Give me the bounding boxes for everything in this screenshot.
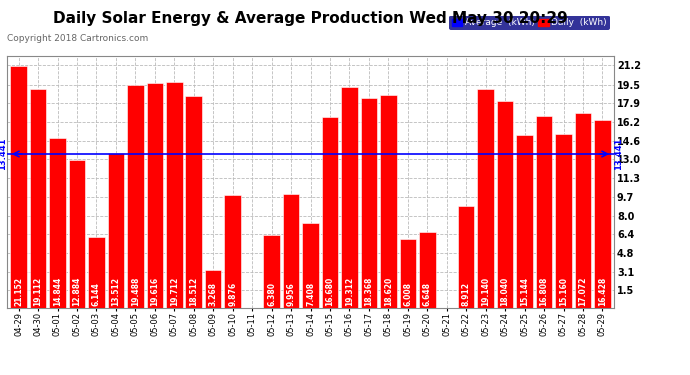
Text: 16.428: 16.428 bbox=[598, 276, 607, 306]
Bar bbox=[400, 239, 416, 308]
Bar bbox=[205, 270, 221, 308]
Text: 6.380: 6.380 bbox=[267, 282, 276, 306]
Text: 13.441: 13.441 bbox=[0, 138, 7, 170]
Text: 19.140: 19.140 bbox=[481, 277, 490, 306]
Bar bbox=[127, 85, 144, 308]
Text: Copyright 2018 Cartronics.com: Copyright 2018 Cartronics.com bbox=[7, 34, 148, 43]
Bar bbox=[283, 194, 299, 308]
Legend: Average  (kWh), Daily  (kWh): Average (kWh), Daily (kWh) bbox=[449, 15, 609, 30]
Text: 12.884: 12.884 bbox=[72, 276, 81, 306]
Text: 19.488: 19.488 bbox=[131, 276, 140, 306]
Bar bbox=[302, 223, 319, 308]
Bar bbox=[322, 117, 338, 308]
Bar bbox=[535, 116, 552, 308]
Text: 7.408: 7.408 bbox=[306, 282, 315, 306]
Bar bbox=[224, 195, 241, 308]
Text: 14.844: 14.844 bbox=[53, 276, 62, 306]
Bar bbox=[166, 82, 183, 308]
Bar bbox=[594, 120, 611, 308]
Bar bbox=[380, 95, 397, 308]
Bar bbox=[186, 96, 202, 308]
Text: 18.040: 18.040 bbox=[501, 276, 510, 306]
Text: 9.956: 9.956 bbox=[286, 282, 295, 306]
Bar bbox=[146, 84, 163, 308]
Text: 15.160: 15.160 bbox=[559, 277, 568, 306]
Bar bbox=[264, 235, 280, 308]
Text: 9.876: 9.876 bbox=[228, 282, 237, 306]
Text: 19.312: 19.312 bbox=[345, 277, 354, 306]
Bar bbox=[30, 89, 46, 308]
Text: 15.144: 15.144 bbox=[520, 277, 529, 306]
Text: 19.712: 19.712 bbox=[170, 276, 179, 306]
Text: 3.268: 3.268 bbox=[208, 282, 217, 306]
Text: 13.512: 13.512 bbox=[111, 277, 120, 306]
Text: 21.152: 21.152 bbox=[14, 277, 23, 306]
Bar bbox=[69, 160, 86, 308]
Text: 8.912: 8.912 bbox=[462, 282, 471, 306]
Text: 13.441: 13.441 bbox=[614, 138, 623, 170]
Bar bbox=[555, 134, 572, 308]
Text: 6.008: 6.008 bbox=[404, 282, 413, 306]
Text: 16.680: 16.680 bbox=[326, 276, 335, 306]
Text: 6.648: 6.648 bbox=[423, 282, 432, 306]
Text: 19.616: 19.616 bbox=[150, 277, 159, 306]
Bar bbox=[10, 66, 27, 308]
Text: 18.620: 18.620 bbox=[384, 276, 393, 306]
Bar bbox=[458, 206, 475, 308]
Text: 19.112: 19.112 bbox=[34, 277, 43, 306]
Bar bbox=[88, 237, 105, 308]
Bar bbox=[108, 153, 124, 308]
Bar bbox=[341, 87, 357, 308]
Bar bbox=[49, 138, 66, 308]
Text: 18.368: 18.368 bbox=[364, 276, 373, 306]
Bar bbox=[477, 89, 494, 308]
Bar bbox=[575, 112, 591, 308]
Bar bbox=[361, 98, 377, 308]
Text: 17.072: 17.072 bbox=[578, 276, 587, 306]
Text: 18.512: 18.512 bbox=[189, 277, 198, 306]
Text: Daily Solar Energy & Average Production Wed May 30 20:29: Daily Solar Energy & Average Production … bbox=[53, 11, 568, 26]
Bar bbox=[516, 135, 533, 308]
Text: 16.808: 16.808 bbox=[540, 276, 549, 306]
Bar bbox=[419, 232, 435, 308]
Text: 6.144: 6.144 bbox=[92, 282, 101, 306]
Bar bbox=[497, 102, 513, 308]
